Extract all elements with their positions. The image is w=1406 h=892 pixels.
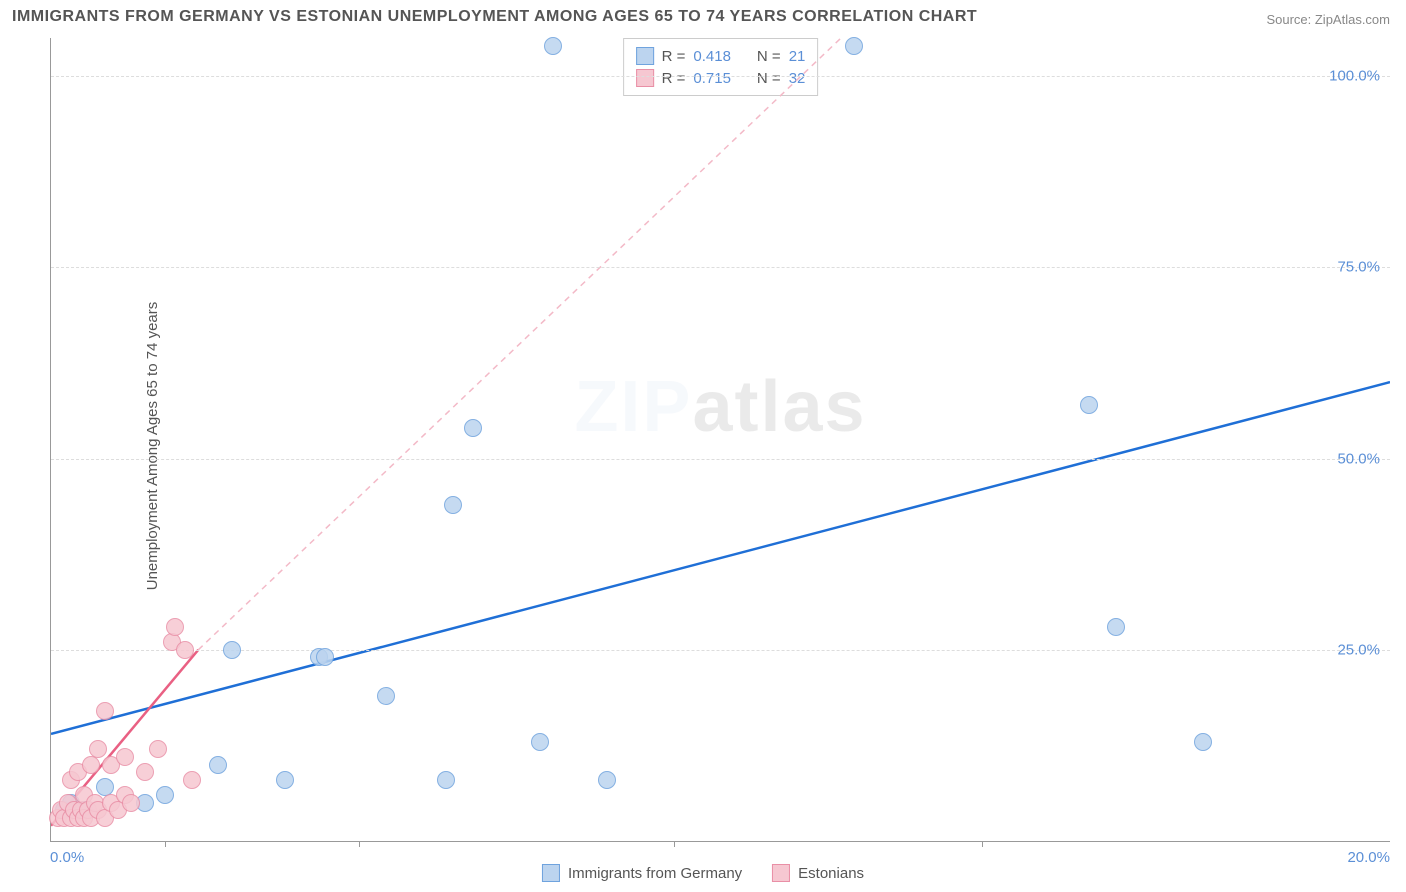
grid-line xyxy=(51,267,1390,268)
r-value: 0.715 xyxy=(693,70,731,87)
n-value: 32 xyxy=(789,70,806,87)
legend-item-series-1: Immigrants from Germany xyxy=(542,864,742,882)
data-point xyxy=(156,786,174,804)
data-point xyxy=(183,771,201,789)
data-point xyxy=(464,419,482,437)
stats-row-series-1: R = 0.418 N = 21 xyxy=(636,45,806,67)
data-point xyxy=(136,763,154,781)
source-name: ZipAtlas.com xyxy=(1315,12,1390,27)
legend-label-series-1: Immigrants from Germany xyxy=(568,865,742,882)
data-point xyxy=(1080,396,1098,414)
data-point xyxy=(166,618,184,636)
legend-swatch-series-1 xyxy=(542,864,560,882)
r-label: R = xyxy=(662,70,686,87)
data-point xyxy=(544,37,562,55)
data-point xyxy=(223,641,241,659)
plot-area: ZIPatlas R = 0.418 N = 21 R = 0.715 N = … xyxy=(50,38,1390,842)
n-value: 21 xyxy=(789,48,806,65)
watermark: ZIPatlas xyxy=(574,366,866,448)
bottom-legend: Immigrants from Germany Estonians xyxy=(542,864,864,882)
x-tick xyxy=(165,841,166,847)
swatch-series-1 xyxy=(636,47,654,65)
n-label: N = xyxy=(757,70,781,87)
stats-row-series-2: R = 0.715 N = 32 xyxy=(636,67,806,89)
n-label: N = xyxy=(757,48,781,65)
legend-label-series-2: Estonians xyxy=(798,865,864,882)
watermark-zip: ZIP xyxy=(574,367,692,447)
x-tick-label-min: 0.0% xyxy=(50,849,84,866)
legend-item-series-2: Estonians xyxy=(772,864,864,882)
data-point xyxy=(1107,618,1125,636)
data-point xyxy=(122,794,140,812)
r-value: 0.418 xyxy=(693,48,731,65)
y-tick-label: 25.0% xyxy=(1337,641,1380,658)
r-label: R = xyxy=(662,48,686,65)
data-point xyxy=(149,740,167,758)
y-tick-label: 50.0% xyxy=(1337,450,1380,467)
watermark-atlas: atlas xyxy=(692,367,866,447)
y-tick-label: 75.0% xyxy=(1337,259,1380,276)
data-point xyxy=(96,702,114,720)
x-tick-label-max: 20.0% xyxy=(1347,849,1390,866)
grid-line xyxy=(51,76,1390,77)
x-tick xyxy=(982,841,983,847)
chart-title: IMMIGRANTS FROM GERMANY VS ESTONIAN UNEM… xyxy=(12,8,977,26)
source-attribution: Source: ZipAtlas.com xyxy=(1266,12,1390,27)
data-point xyxy=(316,648,334,666)
data-point xyxy=(444,496,462,514)
data-point xyxy=(209,756,227,774)
data-point xyxy=(176,641,194,659)
data-point xyxy=(89,740,107,758)
trend-line xyxy=(51,382,1390,734)
source-prefix: Source: xyxy=(1266,12,1314,27)
data-point xyxy=(276,771,294,789)
trendlines-svg xyxy=(51,38,1390,841)
correlation-stats-box: R = 0.418 N = 21 R = 0.715 N = 32 xyxy=(623,38,819,96)
grid-line xyxy=(51,650,1390,651)
data-point xyxy=(1194,733,1212,751)
data-point xyxy=(598,771,616,789)
y-tick-label: 100.0% xyxy=(1329,68,1380,85)
x-tick xyxy=(359,841,360,847)
trend-line xyxy=(198,38,841,650)
data-point xyxy=(845,37,863,55)
data-point xyxy=(531,733,549,751)
legend-swatch-series-2 xyxy=(772,864,790,882)
x-tick xyxy=(674,841,675,847)
data-point xyxy=(437,771,455,789)
data-point xyxy=(116,748,134,766)
grid-line xyxy=(51,459,1390,460)
swatch-series-2 xyxy=(636,69,654,87)
data-point xyxy=(377,687,395,705)
